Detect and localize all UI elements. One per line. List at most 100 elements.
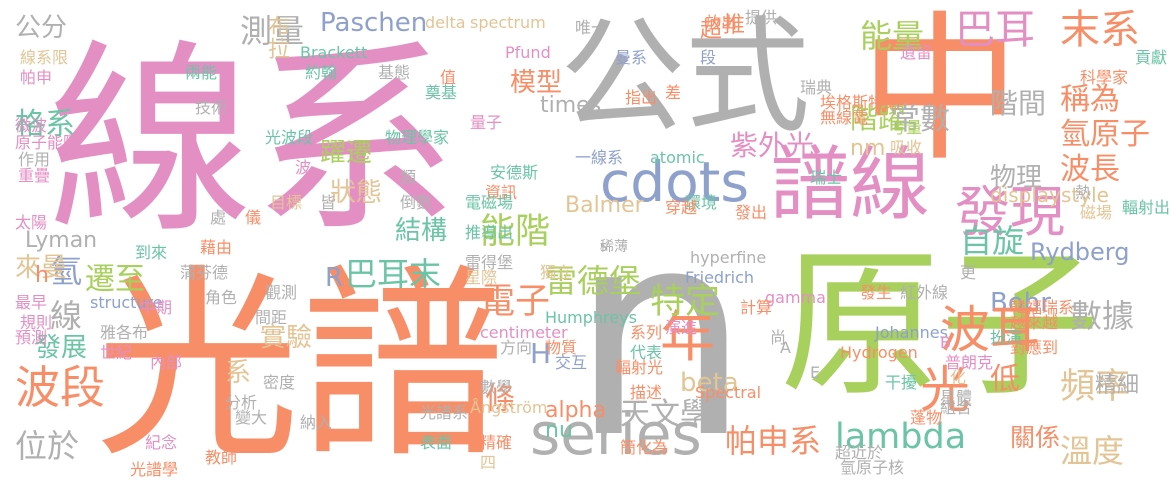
cloud-word-處-180: 處	[210, 208, 227, 227]
cloud-word-發生-109: 發生	[860, 283, 893, 302]
cloud-word-輻射出-143: 輻射出	[1122, 198, 1171, 217]
cloud-word-組合-124: 組合	[940, 398, 973, 417]
cloud-word-曼系-166: 曼系	[615, 48, 648, 67]
cloud-word-干擾-120: 干擾	[885, 373, 918, 392]
cloud-word-躍遷-23: 躍遷	[320, 138, 373, 168]
cloud-word-穿越-155: 穿越	[665, 198, 698, 217]
cloud-word-電子-36: 電子	[480, 282, 551, 322]
cloud-word-規則-82: 規則	[20, 313, 53, 332]
cloud-word-發現-9: 發現	[955, 180, 1066, 244]
cloud-word-尚-191: 尚	[770, 328, 787, 347]
cloud-word-來曼-66: 來曼	[15, 253, 68, 283]
cloud-word-氫原子核-131: 氫原子核	[840, 458, 905, 477]
cloud-word-越來越-128: 越來越	[1010, 313, 1059, 332]
cloud-word-頻率-46: 頻率	[1060, 367, 1131, 407]
cloud-word-間距-90: 間距	[255, 308, 288, 327]
cloud-word-科學家-141: 科學家	[1080, 68, 1129, 87]
cloud-word-藉由-178: 藉由	[200, 238, 233, 257]
cloud-word-重疊-79: 重疊	[18, 166, 51, 185]
cloud-word-巴耳末-35: 巴耳末	[345, 255, 442, 293]
cloud-word-巴耳-12: 巴耳	[955, 7, 1035, 53]
cloud-word-推-72: 推	[723, 13, 746, 38]
cloud-word-約翰-165: 約翰	[305, 63, 338, 82]
cloud-word-spectrum-170: spectrum	[470, 13, 546, 32]
cloud-word-常數-56: 常數	[890, 102, 950, 137]
cloud-word-cdots-7: cdots	[600, 150, 750, 214]
cloud-word-線-30: 線	[50, 297, 83, 335]
cloud-word-星體-123: 星體	[940, 388, 973, 407]
cloud-word-rydberg-51: Rydberg	[1030, 238, 1130, 266]
cloud-word-磁場-144: 磁場	[1080, 203, 1113, 222]
cloud-word-lyman-32: Lyman	[25, 228, 98, 253]
cloud-word-發展-65: 發展	[35, 333, 88, 363]
cloud-word-能量-19: 能量	[860, 17, 925, 55]
cloud-word-精確-105: 精確	[480, 433, 513, 452]
cloud-word-物理-57: 物理	[990, 163, 1043, 193]
cloud-word-普朗克-126: 普朗克	[945, 353, 994, 372]
cloud-word-韓福瑞系-125: 韓福瑞系	[1010, 298, 1075, 317]
cloud-word-量子-158: 量子	[470, 113, 503, 132]
cloud-word-放出-133: 放出	[705, 13, 738, 32]
cloud-word-基態-75: 基態	[378, 63, 411, 82]
cloud-word-類-183: 類	[400, 168, 417, 187]
cloud-word-a-115: A	[780, 338, 791, 357]
cloud-word-獨立-194: 獨立	[540, 263, 573, 282]
cloud-word-lambda-43: lambda	[835, 417, 967, 457]
cloud-word-蒲芬德-174: 蒲芬德	[180, 263, 229, 282]
cloud-word-atomic-148: atomic	[650, 148, 705, 167]
cloud-word-段-134: 段	[700, 48, 717, 67]
cloud-word-到來-179: 到來	[135, 243, 168, 262]
cloud-word-雷得堡-189: 雷得堡	[465, 253, 514, 272]
cloud-word-扮演-122: 扮演	[990, 328, 1023, 347]
cloud-word-對應到-127: 對應到	[1010, 338, 1059, 357]
cloud-word-alpha-39: alpha	[545, 398, 606, 423]
cloud-word-無線電-137: 無線電	[820, 108, 869, 127]
cloud-word-光譜-1: 光譜	[95, 248, 505, 482]
cloud-word-系-64: 系	[225, 358, 252, 388]
cloud-word-波段-27: 波段	[15, 361, 106, 414]
cloud-word-humphreys-96: Humphreys	[545, 308, 637, 327]
cloud-word-奠基-160: 奠基	[425, 83, 458, 102]
cloud-word-帕申系-42: 帕申系	[725, 422, 822, 460]
cloud-word-目標-181: 目標	[270, 193, 303, 212]
cloud-word-數據-49: 數據	[1070, 297, 1135, 335]
cloud-word-模型-25: 模型	[510, 68, 563, 98]
cloud-word-階躍-22: 階躍	[850, 102, 907, 135]
cloud-word-structure-94: structure	[90, 293, 163, 312]
cloud-word-安德斯-149: 安德斯	[490, 163, 539, 182]
cloud-word-自旋-50: 自旋	[960, 222, 1025, 260]
cloud-word-精細-47: 精細	[1095, 373, 1140, 398]
cloud-word-displaystyle-58: displaystyle	[990, 183, 1109, 207]
cloud-word-發出-154: 發出	[735, 203, 768, 222]
cloud-word-太陽-80: 太陽	[15, 213, 48, 232]
cloud-word-瑞典-135: 瑞典	[800, 78, 833, 97]
cloud-word-差-156: 差	[665, 83, 682, 102]
cloud-word-h-67: h	[35, 263, 49, 288]
cloud-word-times-60: times	[540, 93, 602, 118]
cloud-word-特定-37: 特定	[650, 282, 721, 322]
cloud-word-內部-93: 內部	[150, 353, 183, 372]
cloud-word-變大-87: 變大	[235, 408, 268, 427]
cloud-word-吸收-139: 吸收	[890, 138, 923, 157]
cloud-word-原子-3: 原子	[780, 231, 1101, 418]
cloud-word-教師-85: 教師	[205, 448, 238, 467]
cloud-word-紅外線-121: 紅外線	[900, 283, 949, 302]
cloud-word-beta-59: beta	[680, 368, 739, 398]
cloud-word-光譜學-84: 光譜學	[130, 460, 179, 479]
cloud-word-貢獻-142: 貢獻	[1135, 48, 1168, 67]
cloud-word-線系-0: 線系	[48, 23, 458, 261]
cloud-word-關係-44: 關係	[1010, 423, 1061, 452]
cloud-word-實驗-63: 實驗	[260, 323, 313, 353]
cloud-word-數學-102: 數學	[480, 378, 513, 397]
cloud-word-埃格斯特朗-136: 埃格斯特朗	[820, 93, 901, 112]
cloud-word-中期-177: 中期	[140, 298, 173, 317]
cloud-word-稀薄-196: 稀薄	[600, 239, 628, 255]
cloud-word-超-71: 超	[700, 18, 723, 43]
cloud-word-nu-40: nu	[545, 418, 573, 443]
cloud-word-蓬物-132: 蓬物	[910, 408, 943, 427]
cloud-word-hydrogen-110: Hydrogen	[840, 343, 918, 362]
cloud-word-b-116: B	[940, 333, 951, 352]
cloud-word-中-2: 中	[860, 0, 1021, 183]
cloud-word-spectral-99: Spectral	[695, 383, 762, 402]
cloud-word-提供-73: 提供	[745, 8, 778, 27]
